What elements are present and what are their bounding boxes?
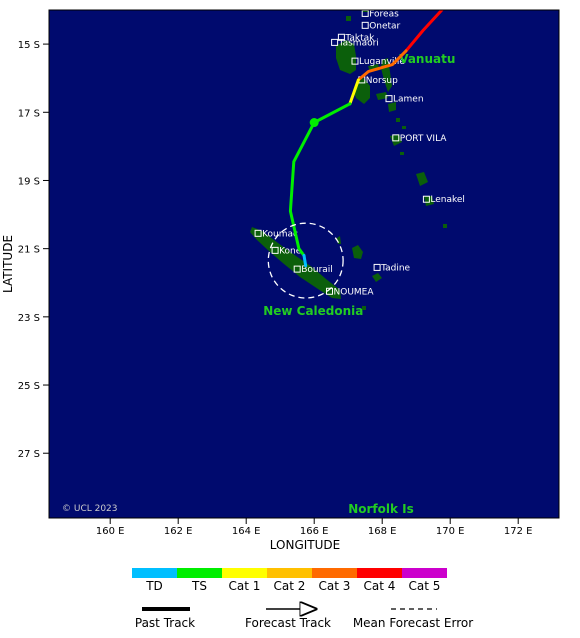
legend-label-cat-3: Cat 3	[319, 579, 351, 593]
intensity-legend: TD TS Cat 1 Cat 2 Cat 3 Cat 4 Cat 5	[132, 568, 447, 593]
plot-frame	[48, 9, 560, 519]
region-label-vanuatu: Vanuatu	[399, 52, 455, 66]
land-ambrym	[376, 92, 388, 100]
y-tick-label: 19 S	[18, 176, 40, 187]
x-tick-label: 166 E	[300, 526, 329, 537]
place-marker-kone	[271, 246, 279, 254]
land-espiritu-santo	[336, 40, 356, 74]
place-label-taktak: Taktak	[344, 33, 375, 43]
region-label-norfolk-is: Norfolk Is	[348, 502, 414, 516]
place-label-bourail: Bourail	[301, 265, 333, 275]
legend-swatch-td	[132, 568, 177, 578]
land-small-isle-a	[396, 118, 400, 122]
x-tick-label: 168 E	[368, 526, 397, 537]
track-segment-ts	[288, 102, 352, 257]
legend-label-ts: TS	[191, 579, 207, 593]
land-torres-islands	[346, 16, 351, 21]
x-tick-label: 172 E	[504, 526, 533, 537]
place-label-port-vila: PORT VILA	[400, 134, 448, 144]
y-tick-label: 23 S	[18, 313, 40, 324]
legend-swatch-cat-3	[312, 568, 357, 578]
land-aneityum	[443, 224, 447, 228]
x-tick-label: 162 E	[164, 526, 193, 537]
place-marker-tasmaori	[331, 38, 339, 46]
place-marker-luganville	[351, 57, 359, 65]
land-isle-of-pines	[362, 306, 366, 310]
place-marker-tadine	[373, 263, 381, 271]
legend-swatch-cat-5	[402, 568, 447, 578]
place-marker-koumac	[254, 229, 262, 237]
y-tick-label: 15 S	[18, 40, 40, 51]
mean-error-label: Mean Forecast Error	[353, 616, 473, 630]
mean-forecast-error-circle	[267, 222, 344, 299]
legend-label-cat-2: Cat 2	[274, 579, 306, 593]
legend-swatch-cat-2	[267, 568, 312, 578]
place-marker-noumea	[326, 287, 333, 295]
cyclone-track	[288, 10, 444, 268]
place-label-luganville: Luganville	[359, 57, 405, 67]
forecast-track-label: Forecast Track	[245, 616, 331, 630]
place-label-onetar: Onetar	[369, 21, 400, 31]
y-axis-title: LATITUDE	[1, 235, 15, 293]
place-label-lenakel: Lenakel	[430, 195, 465, 205]
land-small-isle-c	[400, 152, 404, 155]
place-label-koumac: Koumac	[262, 229, 298, 239]
y-tick-label: 21 S	[18, 245, 40, 256]
y-tick-label: 17 S	[18, 108, 40, 119]
region-label-new-caledonia: New Caledonia	[263, 304, 363, 318]
place-label-foreas: Foreas	[369, 9, 399, 19]
track-line-legend: Past Track Forecast Track Mean Forecast …	[135, 609, 473, 630]
legend-label-cat-5: Cat 5	[409, 579, 441, 593]
place-label-tadine: Tadine	[380, 263, 410, 273]
land-small-isle-b	[402, 126, 406, 129]
place-label-kone: Kone	[279, 246, 302, 256]
legend-swatch-cat-1	[222, 568, 267, 578]
copyright-text: © UCL 2023	[62, 504, 118, 514]
place-marker-lamen	[385, 95, 393, 103]
place-label-tasmaori: Tasmaori	[338, 38, 379, 48]
place-marker-onetar	[361, 21, 369, 29]
place-marker-lenakel	[422, 195, 430, 203]
x-tick-label: 160 E	[96, 526, 125, 537]
past-track-label: Past Track	[135, 616, 195, 630]
x-axis-ticks: 160 E 162 E 164 E 166 E 168 E 170 E 172 E	[96, 518, 533, 537]
track-position-marker	[309, 118, 319, 128]
track-segment-cat-3	[356, 49, 408, 82]
place-label-norsup: Norsup	[366, 76, 398, 86]
place-marker-port-vila	[392, 134, 400, 142]
land-new-caledonia	[250, 227, 341, 299]
x-tick-label: 164 E	[232, 526, 261, 537]
region-labels: Vanuatu New Caledonia Norfolk Is	[263, 52, 455, 516]
place-label-lamen: Lamen	[393, 95, 424, 105]
x-axis-title: LONGITUDE	[270, 538, 340, 552]
place-marker-bourail	[293, 265, 301, 273]
land-lifou	[352, 245, 363, 259]
track-segment-cat-1	[348, 78, 360, 106]
place-marker-taktak	[337, 33, 345, 41]
land-epi	[388, 102, 396, 112]
y-tick-label: 25 S	[18, 381, 40, 392]
legend-swatch-cat-4	[357, 568, 402, 578]
place-label-noumea: NOUMEA	[334, 287, 375, 297]
legend-label-cat-1: Cat 1	[229, 579, 261, 593]
land-erromango	[416, 172, 428, 186]
legend-label-td: TD	[145, 579, 163, 593]
track-segment-cat-4	[404, 10, 444, 53]
y-tick-label: 27 S	[18, 449, 40, 460]
land-mare	[372, 273, 382, 282]
x-tick-label: 170 E	[436, 526, 465, 537]
y-axis-ticks: 15 S 17 S 19 S 21 S 23 S 25 S 27 S	[18, 40, 49, 460]
track-segment-td	[302, 254, 308, 268]
legend-label-cat-4: Cat 4	[364, 579, 396, 593]
legend-swatch-ts	[177, 568, 222, 578]
